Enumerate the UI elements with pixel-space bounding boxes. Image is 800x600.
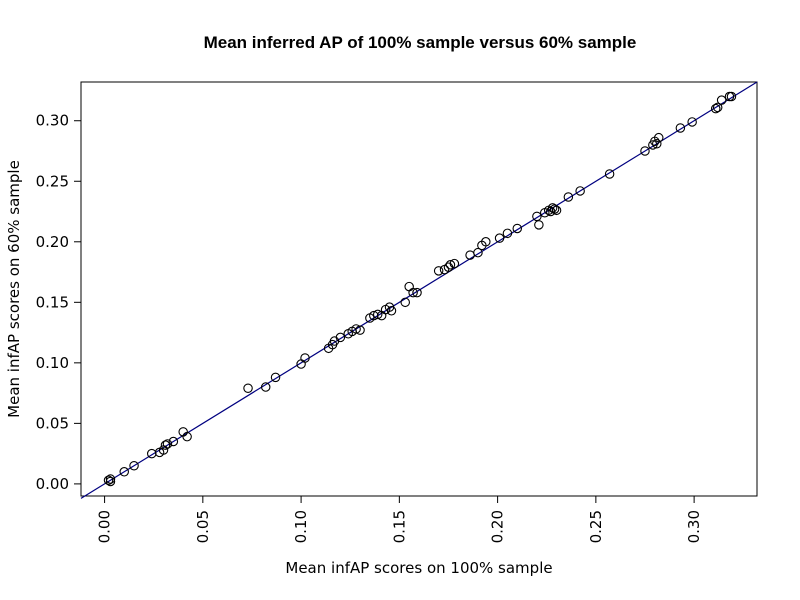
- data-point: [404, 281, 414, 292]
- data-point: [473, 247, 483, 258]
- data-point: [260, 382, 271, 392]
- y-tick-label: 0.20: [36, 233, 69, 251]
- data-point: [162, 439, 173, 449]
- data-point: [168, 436, 179, 447]
- data-point: [335, 332, 346, 343]
- x-tick-label: 0.30: [685, 510, 703, 543]
- data-point: [182, 431, 192, 442]
- y-tick-label: 0.15: [36, 293, 69, 311]
- y-axis-label: Mean infAP scores on 60% sample: [5, 160, 23, 418]
- reference-layer: [80, 81, 758, 499]
- y-tick-label: 0.30: [36, 112, 69, 130]
- data-point: [604, 169, 615, 179]
- data-point: [481, 237, 491, 247]
- x-tick-label: 0.10: [292, 510, 310, 543]
- data-point: [494, 233, 505, 243]
- data-point: [551, 205, 562, 216]
- data-point: [712, 102, 723, 113]
- data-point: [386, 306, 397, 316]
- data-point: [105, 476, 116, 487]
- data-point: [687, 117, 697, 127]
- y-tick-label: 0.05: [36, 414, 69, 432]
- reference-line: [80, 81, 758, 499]
- x-axis-label: Mean infAP scores on 100% sample: [285, 559, 552, 577]
- data-point: [105, 474, 116, 484]
- data-point: [575, 186, 585, 196]
- chart-title: Mean inferred AP of 100% sample versus 6…: [204, 33, 637, 52]
- x-tick-label: 0.25: [587, 510, 605, 543]
- data-point: [119, 467, 129, 477]
- data-point: [502, 228, 513, 239]
- data-point: [449, 258, 460, 269]
- data-point: [512, 223, 523, 234]
- data-point: [103, 475, 114, 486]
- data-point: [243, 383, 253, 394]
- points-layer: [103, 91, 737, 487]
- x-tick-label: 0.00: [96, 510, 114, 543]
- x-tick-label: 0.05: [194, 510, 212, 543]
- data-point: [640, 146, 650, 156]
- x-tick-label: 0.15: [390, 510, 408, 543]
- data-point: [710, 103, 721, 114]
- data-point: [160, 440, 171, 450]
- data-point: [408, 287, 418, 298]
- data-point: [412, 287, 422, 298]
- data-point: [270, 372, 281, 383]
- data-point: [549, 204, 560, 214]
- data-point: [563, 192, 574, 202]
- data-point: [400, 297, 410, 308]
- data-point: [300, 353, 310, 363]
- x-tick-label: 0.20: [489, 510, 507, 543]
- x-axis: 0.00 0.05 0.10 0.15 0.20 0.25 0.30: [96, 495, 703, 543]
- data-point: [653, 132, 664, 143]
- data-point: [445, 260, 456, 270]
- data-point: [716, 95, 727, 105]
- y-tick-label: 0.10: [36, 354, 69, 372]
- data-point: [433, 266, 444, 276]
- data-point: [534, 220, 544, 230]
- y-axis: 0.00 0.05 0.10 0.15 0.20 0.25 0.30: [36, 112, 81, 493]
- data-point: [351, 324, 361, 334]
- data-point: [675, 123, 686, 133]
- data-point: [726, 91, 737, 102]
- data-point: [355, 325, 365, 335]
- y-tick-label: 0.00: [36, 475, 69, 493]
- data-point: [372, 309, 383, 320]
- y-tick-label: 0.25: [36, 172, 69, 190]
- data-point: [652, 138, 662, 149]
- data-point: [129, 460, 139, 471]
